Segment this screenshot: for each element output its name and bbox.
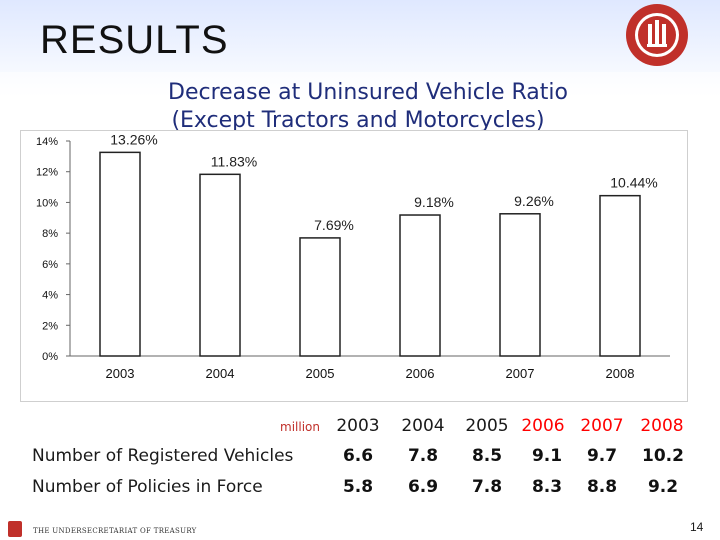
table-cell: 7.8 <box>471 477 503 497</box>
table-cell: 9.2 <box>647 477 679 497</box>
y-tick-label: 12% <box>36 167 58 179</box>
data-label: 9.26% <box>514 193 554 209</box>
x-tick-label: 2005 <box>306 366 335 381</box>
x-tick-label: 2003 <box>106 366 135 381</box>
data-label: 9.18% <box>414 194 454 210</box>
table-unit-label: million <box>280 420 320 434</box>
data-label: 11.83% <box>211 153 257 169</box>
bar <box>199 173 241 357</box>
x-tick-label: 2008 <box>606 366 635 381</box>
table-cell: 8.8 <box>586 477 618 497</box>
page-number: 14 <box>690 520 704 534</box>
table-cell: 5.8 <box>342 477 374 497</box>
statistics-table: million 2003 2004 2005 2006 2007 2008 Nu… <box>0 408 720 508</box>
y-tick-label: 6% <box>42 259 58 271</box>
table-header-year: 2003 <box>336 416 380 436</box>
table-header-year: 2007 <box>580 416 624 436</box>
table-cell: 7.8 <box>407 446 439 466</box>
table-header-year: 2004 <box>401 416 445 436</box>
x-tick-label: 2007 <box>506 366 535 381</box>
title-band <box>0 0 720 72</box>
table-cell: 8.5 <box>471 446 503 466</box>
table-cell: 6.6 <box>342 446 374 466</box>
bar <box>99 151 141 357</box>
table-cell: 8.3 <box>531 477 563 497</box>
y-tick-label: 14% <box>36 136 58 148</box>
data-label: 7.69% <box>314 217 354 233</box>
treasury-logo <box>626 4 688 66</box>
y-tick-label: 2% <box>42 320 58 332</box>
bar <box>399 214 441 357</box>
x-tick-label: 2004 <box>206 366 235 381</box>
chart-title-line-2: (Except Tractors and Motorcycles) <box>171 108 545 133</box>
y-tick-label: 10% <box>36 197 58 209</box>
slide-title: RESULTS <box>40 18 229 62</box>
table-cell: 6.9 <box>407 477 439 497</box>
data-label: 10.44% <box>610 175 657 191</box>
y-tick-label: 0% <box>42 351 58 363</box>
x-tick-label: 2006 <box>406 366 435 381</box>
bar <box>599 194 641 357</box>
chart-title-line-1: Decrease at Uninsured Vehicle Ratio <box>168 80 568 105</box>
y-tick-label: 8% <box>42 228 58 240</box>
table-cell: 9.1 <box>531 446 563 466</box>
table-header-year: 2006 <box>521 416 565 436</box>
table-header-year: 2008 <box>640 416 684 436</box>
table-row-label: Number of Policies in Force <box>32 477 263 497</box>
bar <box>499 213 541 357</box>
bar <box>299 237 341 357</box>
table-cell: 9.7 <box>586 446 618 466</box>
footer-logo-icon <box>8 521 22 537</box>
footer-text: THE UNDERSECRETARIAT OF TREASURY <box>33 527 197 535</box>
y-tick-label: 4% <box>42 290 58 302</box>
table-header-year: 2005 <box>465 416 509 436</box>
data-label: 13.26% <box>110 131 157 147</box>
bar-chart: 0% 2% 4% 6% 8% 10% 12% 14% 2003 13.26% 2004 11.83% 2… <box>36 131 670 381</box>
table-cell: 10.2 <box>642 446 684 466</box>
table-row-label: Number of Registered Vehicles <box>32 446 294 466</box>
